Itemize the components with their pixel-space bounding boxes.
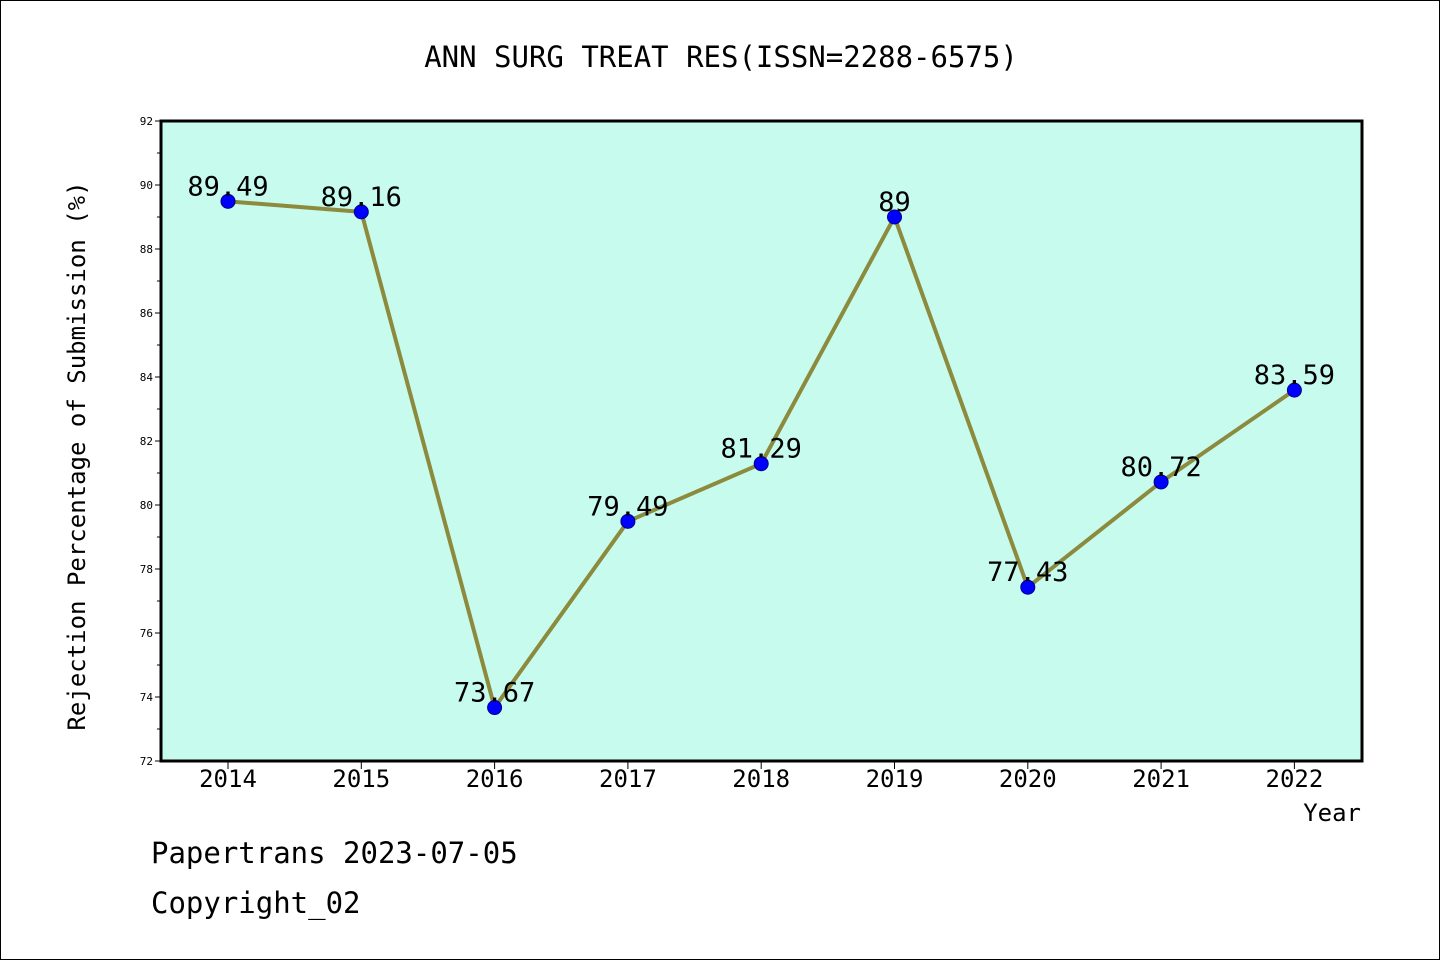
y-tick-label: 74: [140, 691, 154, 704]
y-tick-label: 86: [140, 307, 153, 320]
y-tick-label: 84: [140, 371, 154, 384]
data-point: [1286, 382, 1302, 398]
data-label: 89: [878, 187, 911, 218]
data-point: [620, 513, 636, 529]
y-tick-label: 90: [140, 179, 153, 192]
x-tick-label: 2018: [732, 765, 790, 793]
x-tick-label: 2019: [866, 765, 924, 793]
footer-copyright: Copyright_02: [151, 886, 361, 920]
axis-ticks: 72 74 76 78 80 82 84 86 88 90 92 2014 2015 2016 2017 20…: [140, 115, 1324, 793]
y-tick-label: 80: [140, 499, 153, 512]
data-point: [487, 700, 503, 716]
data-label: 89.49: [187, 171, 268, 202]
plot-area: [161, 121, 1362, 761]
data-label: 81.29: [721, 434, 802, 465]
y-tick-label: 76: [140, 627, 153, 640]
plot-frame: [159, 119, 1364, 763]
y-tick-label: 88: [140, 243, 153, 256]
y-tick-label: 78: [140, 563, 153, 576]
data-labels: 89.49 89.16 73.67 79.49 81.29 89 77.43 80.72 83.…: [187, 171, 1335, 708]
data-label: 77.43: [987, 557, 1068, 588]
data-label: 83.59: [1254, 360, 1335, 391]
data-points: [220, 193, 1302, 716]
data-point: [887, 209, 902, 225]
y-tick-label: 92: [140, 115, 153, 128]
data-label: 73.67: [454, 678, 535, 709]
y-tick-label: 72: [140, 755, 153, 768]
data-label: 80.72: [1120, 452, 1201, 483]
data-label: 79.49: [587, 491, 668, 522]
data-point: [1153, 474, 1169, 490]
y-axis-label: Rejection Percentage of Submission (%): [63, 181, 91, 730]
x-tick-label: 2021: [1132, 765, 1190, 793]
x-tick-label: 2016: [466, 765, 524, 793]
footer-date: Papertrans 2023-07-05: [151, 836, 518, 870]
y-tick-label: 82: [140, 435, 153, 448]
x-tick-label: 2014: [199, 765, 257, 793]
data-label: 89.16: [321, 182, 402, 213]
x-axis-label: Year: [1303, 799, 1361, 827]
x-tick-label: 2015: [332, 765, 390, 793]
data-point: [753, 456, 769, 472]
x-tick-label: 2017: [599, 765, 657, 793]
data-point: [220, 193, 236, 209]
x-tick-label: 2020: [999, 765, 1057, 793]
x-tick-label: 2022: [1266, 765, 1324, 793]
chart-title: ANN SURG TREAT RES(ISSN=2288-6575): [424, 40, 1018, 74]
data-point: [1020, 579, 1036, 595]
data-point: [353, 204, 369, 220]
